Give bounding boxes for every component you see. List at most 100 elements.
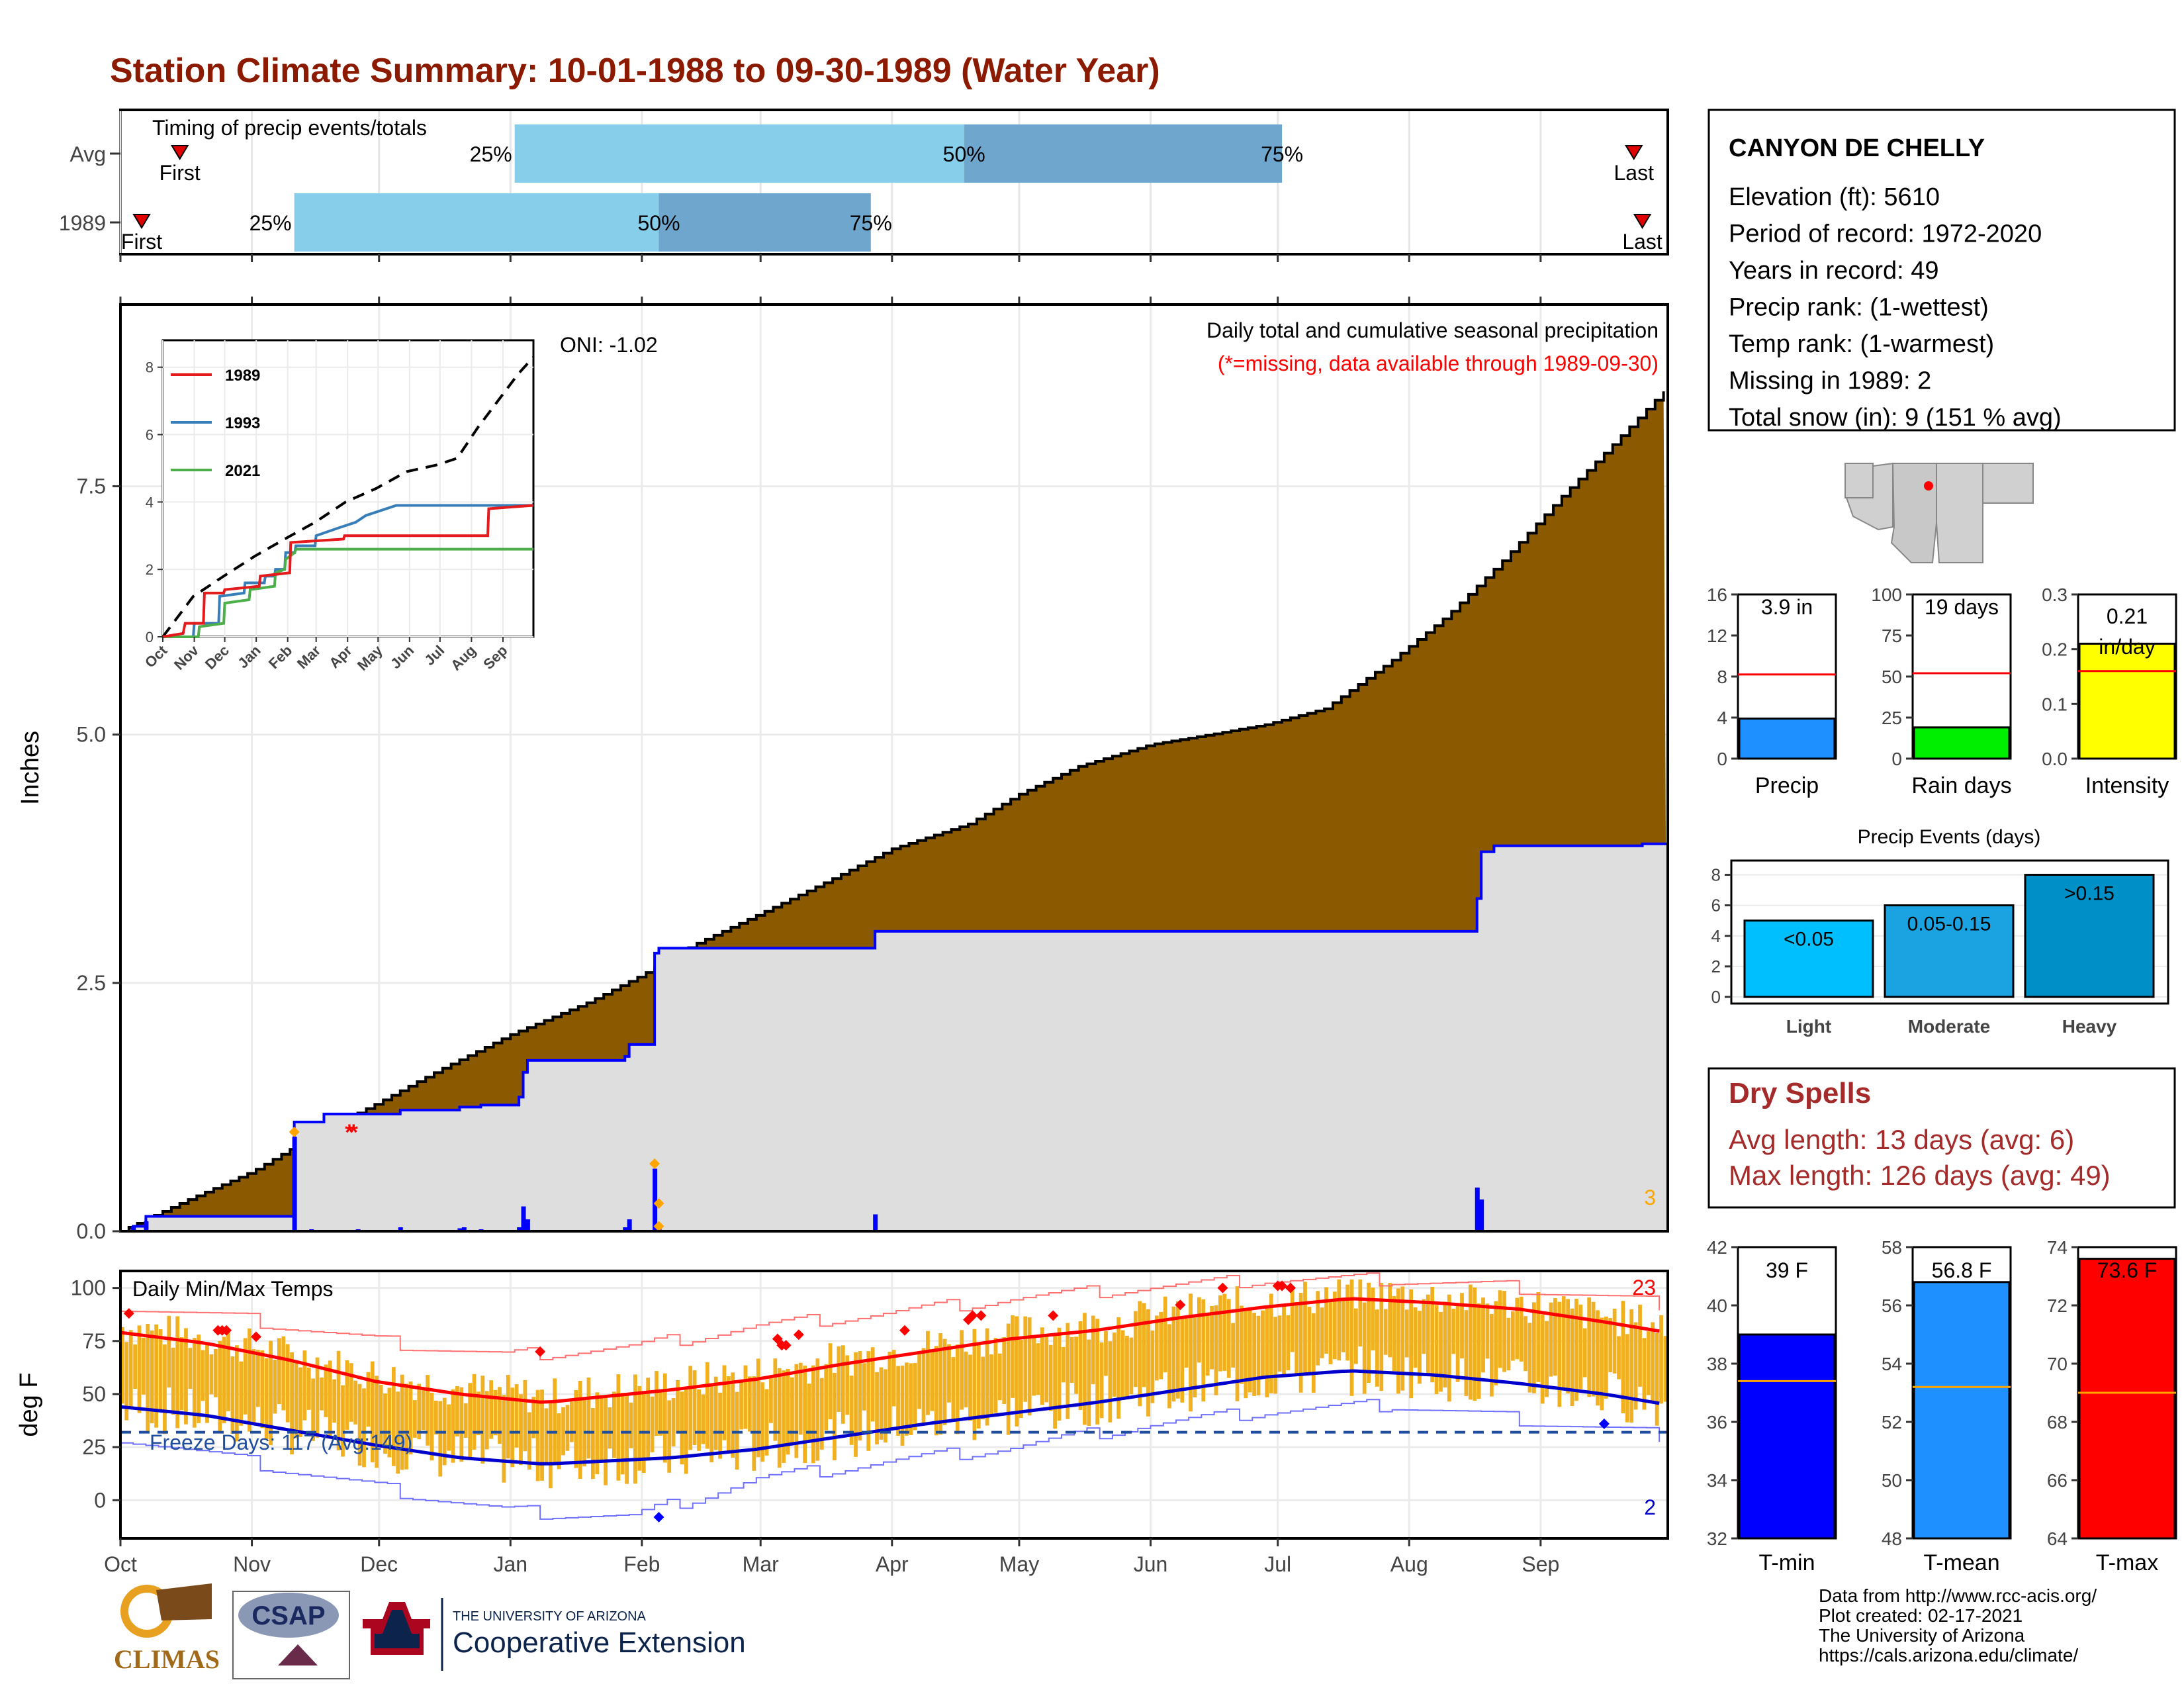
timing-first-label: First	[121, 230, 162, 254]
daily-temp-bar	[1502, 1291, 1506, 1372]
daily-temp-bar	[1120, 1330, 1125, 1401]
month-tick-label: Dec	[360, 1552, 398, 1576]
summary-value-label: 19 days	[1925, 595, 1999, 619]
daily-temp-bar	[290, 1352, 294, 1455]
temp-y-tick-label: 0	[94, 1488, 106, 1512]
daily-temp-bar	[667, 1400, 672, 1473]
daily-temp-bar	[234, 1345, 239, 1442]
daily-temp-bar	[1536, 1291, 1541, 1382]
daily-temp-bar	[1214, 1305, 1218, 1395]
daily-temp-bar	[731, 1372, 735, 1458]
timing-p50-label: 50%	[637, 211, 680, 235]
daily-temp-bar	[1180, 1316, 1185, 1403]
timing-p25-label: 25%	[250, 211, 292, 235]
daily-temp-bar	[1549, 1302, 1553, 1377]
inset-y-tick-label: 6	[146, 427, 154, 444]
timing-first-marker	[170, 145, 189, 160]
daily-precip-bar	[525, 1219, 530, 1231]
events-category-label: Moderate	[1908, 1016, 1990, 1037]
summary-value-label: 3.9 in	[1761, 595, 1813, 619]
temp-chart-y-tick-label: 36	[1707, 1412, 1727, 1432]
missing-note: (*=missing, data available through 1989-…	[1218, 352, 1659, 375]
timing-row-label: 1989	[59, 211, 106, 235]
daily-temp-bar	[1062, 1346, 1066, 1383]
temp-chart-bar	[2078, 1258, 2176, 1540]
daily-temp-bar	[391, 1367, 396, 1466]
daily-temp-bar	[659, 1389, 663, 1436]
daily-temp-bar	[1574, 1298, 1578, 1401]
daily-temp-bar	[875, 1372, 879, 1444]
daily-temp-bar	[1167, 1324, 1171, 1409]
station-name: CANYON DE CHELLY	[1729, 134, 1985, 162]
daily-temp-bar	[599, 1395, 604, 1461]
daily-temp-bar	[833, 1372, 837, 1461]
events-title: Precip Events (days)	[1858, 826, 2041, 848]
daily-temp-bar	[146, 1324, 150, 1431]
daily-temp-bar	[569, 1401, 574, 1442]
daily-temp-bar	[709, 1385, 714, 1463]
daily-temp-bar	[930, 1350, 934, 1411]
temp-y-tick-label: 75	[82, 1329, 106, 1353]
events-category-label: Heavy	[2062, 1016, 2117, 1037]
summary-value-unit: in/day	[2099, 635, 2155, 659]
summary-x-label: Rain days	[1911, 773, 2011, 798]
daily-temp-bar	[883, 1369, 887, 1443]
daily-temp-bar	[1545, 1321, 1549, 1397]
record-min-marker	[653, 1511, 664, 1523]
events-y-tick-label: 2	[1711, 957, 1721, 976]
logos: CLIMAS CSAP THE UNIVERSITY OF ARIZONA Co…	[114, 1583, 746, 1679]
daily-temp-bar	[277, 1338, 281, 1405]
daily-temp-bar	[1498, 1290, 1502, 1368]
daily-temp-bar	[650, 1396, 655, 1452]
daily-temp-bar	[1282, 1306, 1286, 1376]
daily-temp-bar	[273, 1360, 277, 1414]
daily-temp-bar	[1468, 1284, 1473, 1400]
daily-temp-bar	[743, 1365, 748, 1429]
precip-markers: **	[289, 1120, 664, 1232]
daily-temp-bar	[1235, 1286, 1240, 1401]
daily-temp-bar	[400, 1374, 404, 1470]
daily-precip-bar	[131, 1226, 136, 1231]
daily-temp-bar	[188, 1348, 193, 1389]
temp-y-label: deg F	[15, 1372, 43, 1436]
daily-temp-bar	[544, 1408, 549, 1463]
daily-precip-bar	[627, 1219, 632, 1231]
summary-bar	[1738, 718, 1836, 760]
daily-temp-bar	[713, 1376, 718, 1450]
daily-temp-bar	[1231, 1323, 1236, 1368]
temp-chart-value-label: 39 F	[1766, 1258, 1808, 1282]
daily-temp-bar	[616, 1374, 621, 1481]
temp-chart-y-tick-label: 40	[1707, 1295, 1727, 1316]
daily-temp-bar	[786, 1369, 790, 1455]
daily-temp-bar	[837, 1346, 841, 1412]
timing-last-label: Last	[1622, 230, 1662, 254]
daily-temp-bar	[942, 1338, 947, 1425]
daily-temp-bar	[739, 1380, 743, 1430]
month-tick-label: May	[999, 1552, 1039, 1576]
daily-temp-bar	[459, 1387, 464, 1462]
daily-temp-bar	[133, 1344, 137, 1389]
summary-x-label: Precip	[1755, 773, 1819, 798]
daily-temp-bar	[447, 1404, 451, 1451]
daily-temp-bar	[1095, 1319, 1100, 1425]
summary-y-tick-label: 8	[1717, 667, 1727, 687]
record-max-marker	[976, 1310, 987, 1321]
inset-series-1993	[163, 504, 533, 638]
temp-record-markers	[123, 1280, 1610, 1523]
temp-chart-y-tick-label: 56	[1882, 1295, 1902, 1316]
daily-temp-bar	[421, 1389, 426, 1430]
daily-temp-bar	[1608, 1318, 1613, 1372]
map-state-az	[1890, 463, 1937, 563]
temp-chart-y-tick-label: 54	[1882, 1354, 1902, 1374]
record-max-marker	[967, 1310, 978, 1321]
record-max-marker	[772, 1333, 783, 1344]
daily-temp-bar	[671, 1398, 676, 1446]
ua-logo-line1: THE UNIVERSITY OF ARIZONA	[453, 1609, 647, 1624]
events-y-tick-label: 6	[1711, 896, 1721, 915]
daily-temp-bar	[735, 1391, 739, 1470]
daily-temp-bar	[548, 1403, 553, 1489]
events-bin-label: <0.05	[1784, 929, 1834, 951]
record-max-marker	[1217, 1282, 1228, 1293]
daily-temp-bar	[527, 1412, 531, 1470]
inset-series-1989	[162, 504, 534, 638]
